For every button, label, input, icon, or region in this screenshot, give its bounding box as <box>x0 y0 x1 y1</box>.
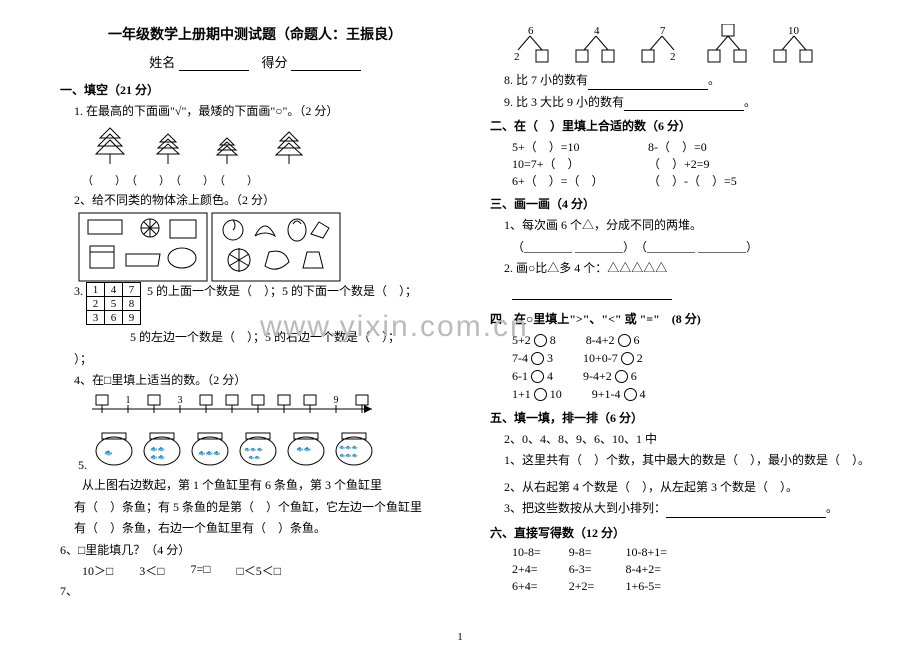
grid-cell: 3 <box>87 311 105 325</box>
svg-text:🐟🐟: 🐟🐟 <box>296 446 311 453</box>
grid-cell: 9 <box>123 311 141 325</box>
s5-list: 2、0、4、8、9、6、10、1 中 <box>504 430 880 449</box>
number-line: 1 3 9 <box>82 393 450 429</box>
q3-close: ）； <box>74 350 450 369</box>
q5a: 从上图右边数起，第 1 个鱼缸里有 6 条鱼，第 3 个鱼缸里 <box>82 476 450 495</box>
svg-text:10: 10 <box>788 25 800 37</box>
q6-row: 10＞□ 3＜□ 7=□ □＜5＜□ <box>82 562 450 579</box>
grid-cell: 2 <box>87 297 105 311</box>
svg-text:6: 6 <box>528 25 534 37</box>
svg-text:🐟🐟🐟: 🐟🐟🐟 <box>244 447 263 453</box>
calc: 6+4= <box>512 579 541 594</box>
svg-text:🐟🐟🐟: 🐟🐟🐟 <box>339 453 358 459</box>
s5-q3: 3、把这些数按从大到小排列：。 <box>504 499 880 518</box>
s5-q2: 2、从右起第 4 个数是（ ），从左起第 3 个数是（ ）。 <box>504 478 880 497</box>
q4: 4、在□里填上适当的数。（2 分） <box>74 371 450 390</box>
s4-r4: 1+1109+1-44 <box>512 385 880 403</box>
q2-text: 2、给不同类的物体涂上颜色。（2 分） <box>74 191 450 210</box>
number-bonds: 6 2 4 7 2 10 <box>504 24 880 68</box>
svg-text:4: 4 <box>594 25 600 37</box>
name-blank <box>179 57 249 71</box>
s2-r3: 6+（ ）=（ ）（ ）-（ ）=5 <box>512 172 880 189</box>
grid-cell: 1 <box>87 283 105 297</box>
s3-q1: 1、每次画 6 个△，分成不同的两堆。 <box>504 216 880 235</box>
svg-text:7: 7 <box>660 25 666 37</box>
q6c: 7=□ <box>191 562 211 579</box>
grid-cell: 4 <box>105 283 123 297</box>
score-blank <box>291 57 361 71</box>
q9-blank <box>624 99 744 111</box>
svg-text:🐟🐟: 🐟🐟 <box>248 455 260 461</box>
calc: 1+6-5= <box>626 579 668 594</box>
svg-text:3: 3 <box>178 395 183 406</box>
calc: 2+4= <box>512 562 541 577</box>
q8-blank <box>588 78 708 90</box>
q3-grid-row: 3. 147 258 369 5 的上面一个数是（ ）；5 的下面一个数是（ ）… <box>74 282 450 325</box>
q5c: 有（ ）条鱼，右边一个鱼缸里有（ ）条鱼。 <box>74 519 450 538</box>
svg-text:🐟🐟🐟: 🐟🐟🐟 <box>339 445 358 451</box>
q3b: 5 的左边一个数是（ ）；5 的右边一个数是（ ）； <box>82 328 450 347</box>
q8: 8. 比 7 小的数有。 <box>504 71 880 90</box>
section-1-heading: 一、填空（21 分） <box>60 81 450 98</box>
score-label: 得分 <box>262 55 288 70</box>
q6d: □＜5＜□ <box>237 562 282 579</box>
s5-q1: 1、这里共有（ ）个数，其中最大的数是（ ），最小的数是（ ）。 <box>504 451 880 470</box>
q6: 6、□里能填几？（4 分） <box>60 541 450 560</box>
svg-text:🐟🐟🐟: 🐟🐟🐟 <box>198 450 221 457</box>
svg-text:🐟🐟: 🐟🐟 <box>150 446 165 453</box>
section-2-heading: 二、在（ ）里填上合适的数（6 分） <box>490 117 880 134</box>
page-number: 1 <box>0 631 920 643</box>
calc: 2+2= <box>569 579 598 594</box>
grid-cell: 6 <box>105 311 123 325</box>
s4-r1: 5+288-4+26 <box>512 331 880 349</box>
section-5-heading: 五、填一填，排一排（6 分） <box>490 409 880 426</box>
svg-text:2: 2 <box>670 51 676 63</box>
section-6-heading: 六、直接写得数（12 分） <box>490 524 880 541</box>
svg-text:🐟: 🐟 <box>104 449 113 457</box>
q6b: 3＜□ <box>139 562 164 579</box>
number-grid: 147 258 369 <box>86 282 141 325</box>
q1-text: 1. 在最高的下面画"√"，最矮的下面画"○"。（2 分） <box>74 102 450 121</box>
q5b: 有（ ）条鱼；有 5 条鱼的是第（ ）个鱼缸，它左边一个鱼缸里 <box>74 498 450 517</box>
q6a: 10＞□ <box>82 562 113 579</box>
svg-text:2: 2 <box>514 51 520 63</box>
worksheet-page: 一年级数学上册期中测试题（命题人：王振良） 姓名 得分 一、填空（21 分） 1… <box>0 0 920 620</box>
section-4-heading: 四、在○里填上">"、"<" 或 "=" (8 分) <box>490 310 880 327</box>
svg-text:9: 9 <box>334 395 339 406</box>
s3-q2-blank <box>512 281 880 300</box>
calc: 8-4+2= <box>626 562 668 577</box>
calc: 9-8= <box>569 545 598 560</box>
trees-brackets: （ ） （ ） （ ） （ ） <box>82 172 450 188</box>
q7: 7、 <box>60 582 450 601</box>
svg-text:🐟🐟: 🐟🐟 <box>150 454 165 461</box>
q3a: 5 的上面一个数是（ ）；5 的下面一个数是（ ）； <box>147 284 417 298</box>
q9: 9. 比 3 大比 9 小的数有。 <box>504 93 880 112</box>
calc: 6-3= <box>569 562 598 577</box>
name-label: 姓名 <box>149 55 175 70</box>
grid-cell: 5 <box>105 297 123 311</box>
name-score-line: 姓名 得分 <box>60 52 450 71</box>
grid-cell: 7 <box>123 283 141 297</box>
page-title: 一年级数学上册期中测试题（命题人：王振良） <box>60 24 450 44</box>
grid-cell: 8 <box>123 297 141 311</box>
calc: 10-8= <box>512 545 541 560</box>
s4-r2: 7-4310+0-72 <box>512 349 880 367</box>
s4-r3: 6-149-4+26 <box>512 367 880 385</box>
trees-figure: （ ） （ ） （ ） （ ） <box>82 124 450 188</box>
calc: 10-8+1= <box>626 545 668 560</box>
svg-text:1: 1 <box>126 395 131 406</box>
category-boxes <box>78 212 450 282</box>
fishbowls: 5. 🐟 🐟🐟🐟🐟 🐟🐟🐟 🐟🐟🐟🐟🐟 🐟🐟 🐟🐟🐟🐟🐟🐟 <box>78 429 450 473</box>
s2-r1: 5+（ ）=108-（ ）=0 <box>512 138 880 155</box>
s2-r2: 10=7+（ ）（ ）+2=9 <box>512 155 880 172</box>
s3-q2: 2. 画○比△多 4 个：△△△△△ <box>504 259 880 278</box>
s3-q1b: （________ ________） （________ ________） <box>512 238 880 257</box>
section-3-heading: 三、画一画（4 分） <box>490 195 880 212</box>
